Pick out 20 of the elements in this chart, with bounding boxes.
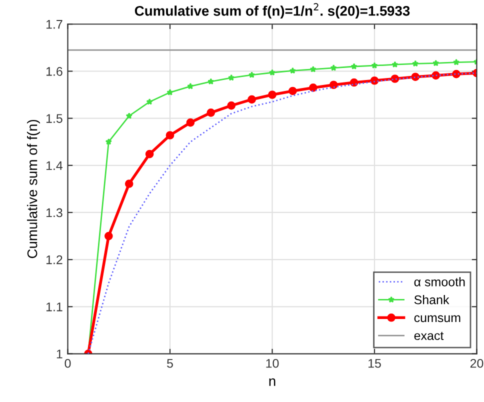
y-tick-label: 1.6 <box>46 67 62 76</box>
x-tick-label: 5 <box>167 359 173 368</box>
y-tick-label: 1.3 <box>46 208 62 218</box>
legend-label: cumsum <box>414 315 460 322</box>
y-tick-label: 1.7 <box>46 20 62 29</box>
legend-label: Shank <box>414 295 450 304</box>
legend-label: exact <box>414 332 444 340</box>
x-axis-title: n <box>269 378 276 386</box>
legend-label: α smooth <box>414 277 465 286</box>
x-tick-label: 10 <box>266 358 279 368</box>
chart-title: Cumulative sum of f(n)=1/n$^{2}$. s(20)=1.5933 <box>134 3 410 19</box>
y-tick-label: 1.2 <box>46 255 62 264</box>
y-tick-label: 1.4 <box>46 161 63 170</box>
x-tick-label: 0 <box>64 358 71 368</box>
y-tick-label: 1.5 <box>46 114 62 123</box>
y-tick-label: 1 <box>56 350 62 358</box>
x-tick-label: 20 <box>470 358 484 368</box>
y-tick-label: 1.1 <box>46 302 62 312</box>
x-tick-label: 15 <box>368 359 381 368</box>
y-axis-title: Cumulative sum of f(n) <box>27 120 40 258</box>
